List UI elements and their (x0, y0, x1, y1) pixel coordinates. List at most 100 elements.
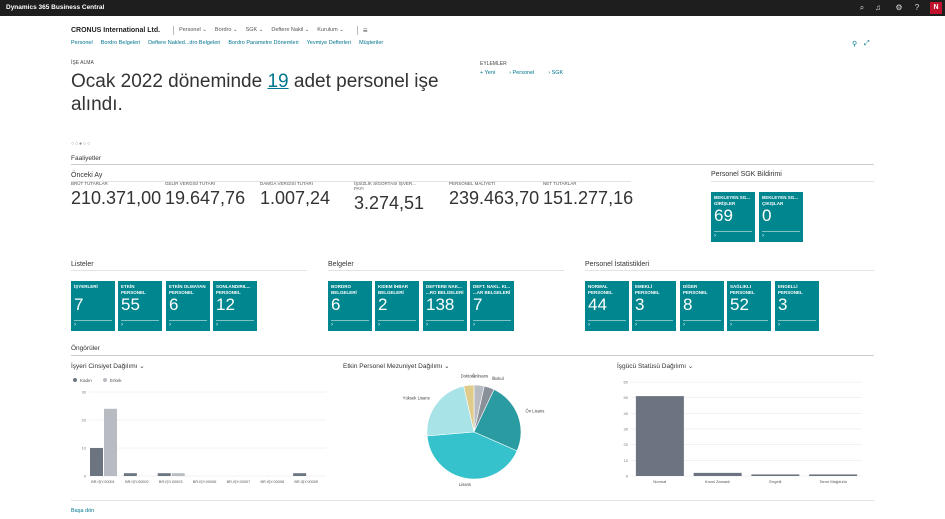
y-tick-label: 0 (626, 474, 629, 479)
chart-title-cinsiyet[interactable]: İşyeri Cinsiyet Dağılımı ⌄ (71, 363, 145, 370)
cue-issizlik[interactable]: İŞSİZLİK SİGORTASI İŞVER... PAYI 3.274,51 (354, 181, 425, 213)
tile-diger-personel[interactable]: DİĞER PERSONEL 8 › (680, 281, 724, 331)
bar (171, 473, 185, 476)
bar (809, 474, 858, 476)
action-personel[interactable]: › Personel (509, 70, 535, 76)
nav-item-sgk[interactable]: SGK ⌄ (245, 27, 264, 33)
cue-damga-vergisi[interactable]: DAMGA VERGİSİ TUTARI 1.007,24 (260, 181, 331, 208)
chart-mezuniyet: Önlisans İlkokul Ön Lisans Lisans Yüksek Lis… (403, 373, 545, 487)
pie-label: Lisans (459, 482, 471, 487)
pie-label: Önlisans (472, 373, 488, 378)
pie-label: İlkokul (492, 376, 504, 381)
cue-gelir-vergisi[interactable]: GELİR VERGİSİ TUTARI 19.647,76 (165, 181, 246, 208)
chevron-right-icon: › (762, 233, 764, 239)
chart-title-isgucu[interactable]: İşgücü Statüsü Dağılımı ⌄ (617, 363, 694, 370)
link-bordro-belgeleri[interactable]: Bordro Belgeleri (100, 40, 141, 46)
tile-deft-nakl-kidem[interactable]: DEFT. NAKL. KI... ...AR BELGELERİ 7 › (470, 281, 514, 331)
tile-isyerleri[interactable]: İŞYERLERİ 7 › (71, 281, 115, 331)
chevron-right-icon: › (216, 322, 218, 328)
tile-etkin-olmayan[interactable]: ETKİN OLMAYAN PERSONEL 6 › (166, 281, 210, 331)
x-tick-label: BR.İŞY.00009 (294, 479, 318, 484)
cue-personel-maliyeti[interactable]: PERSONEL MALİYETİ 239.463,70 (449, 181, 540, 208)
tile-sonlandirilan[interactable]: SONLANDIRIL... PERSONEL 12 › (213, 281, 257, 331)
section-ongoruler[interactable]: Öngörüler (71, 345, 100, 352)
cue-net-tutarlar[interactable]: NET TUTARLAR 151.277,16 (543, 181, 634, 208)
listeler-title: Listeler (71, 261, 94, 268)
tile-emekli-personel[interactable]: EMEKLİ PERSONEL 3 › (632, 281, 676, 331)
action-sgk[interactable]: › SGK (548, 70, 564, 76)
bar (751, 474, 800, 476)
help-icon[interactable]: ? (914, 3, 920, 12)
pie-slice (426, 431, 518, 480)
bar (293, 473, 307, 476)
bookmark-icon[interactable]: ⚲ (852, 41, 858, 48)
link-yevmiye[interactable]: Yevmiye Defterleri (306, 40, 352, 46)
legend-label: Kadın (80, 378, 92, 383)
hamburger-icon[interactable]: ≡ (362, 25, 368, 35)
tile-engelli-personel[interactable]: ENGELLİ PERSONEL 3 › (775, 281, 819, 331)
bar (635, 396, 684, 476)
link-musteriler[interactable]: Müşteriler (359, 40, 384, 46)
y-tick-label: 20 (624, 442, 629, 447)
divider (71, 164, 874, 165)
chevron-right-icon: › (331, 322, 333, 328)
chevron-right-icon: › (473, 322, 475, 328)
tile-normal-personel[interactable]: NORMAL PERSONEL 44 › (585, 281, 629, 331)
tile-kidem-ihbar[interactable]: KIDEM İHBAR BELGELERİ 2 › (375, 281, 419, 331)
nav-item-deftere-nakil[interactable]: Deftere Nakil ⌄ (271, 27, 310, 33)
bar (90, 448, 103, 476)
back-to-top-link[interactable]: Başa dön (71, 508, 95, 514)
bar (123, 473, 137, 476)
y-tick-label: 10 (624, 458, 629, 463)
tile-sgk-cikislar[interactable]: BEKLEYEN SG... ÇIKIŞLAR 0 › (759, 192, 803, 242)
actions: + Yeni › Personel › SGK (480, 70, 577, 76)
cue-brut[interactable]: BRÜT TUTARLAR 210.371,00 (71, 181, 162, 208)
belgeler-title: Belgeler (328, 261, 354, 268)
nav-item-bordro[interactable]: Bordro ⌄ (214, 27, 238, 33)
chart-isgucu: 0 10 20 30 40 50 60 Normal Kısmi Zamanlı Engelli T… (624, 380, 862, 484)
expand-icon[interactable]: ⤢ (864, 40, 870, 47)
link-personel[interactable]: Personel (71, 40, 93, 46)
x-tick-label: BR.İŞY.00002 (125, 479, 149, 484)
x-tick-label: BR.İŞY.00006 (193, 479, 217, 484)
nav-item-kurulum[interactable]: Kurulum ⌄ (317, 27, 344, 33)
chevron-right-icon: › (683, 322, 685, 328)
chart-title-mezuniyet[interactable]: Etkin Personel Mezuniyet Dağılımı ⌄ (343, 363, 450, 370)
bar (104, 408, 117, 476)
nav-item-personel[interactable]: Personel ⌄ (179, 27, 207, 33)
y-tick-label: 0 (84, 474, 87, 479)
search-icon[interactable]: ⌕ (859, 3, 865, 12)
link-bordro-parametre[interactable]: Bordro Parametre Dönemleri (228, 40, 299, 46)
chart-cinsiyet: Kadın Erkek 0 10 20 30 BR.İŞY.00001 BR.İŞY.0000… (73, 378, 326, 484)
company-name[interactable]: CRONUS International Ltd. (71, 26, 161, 34)
x-tick-label: BR.İŞY.00007 (227, 479, 251, 484)
link-deftere-nakledilen[interactable]: Deftere Nakled...dro Belgeleri (148, 40, 221, 46)
divider (173, 25, 175, 35)
chevron-right-icon: › (169, 322, 171, 328)
headline-number[interactable]: 19 (267, 71, 289, 92)
gear-icon[interactable]: ⚙ (895, 3, 903, 12)
tile-sgk-girisler[interactable]: BEKLEYEN SG... GİRİŞLER 69 › (711, 192, 755, 242)
quick-links: Personel Bordro Belgeleri Deftere Nakled… (71, 40, 391, 46)
chevron-right-icon: › (121, 322, 123, 328)
actions-caption: EYLEMLER (480, 61, 507, 67)
prev-month-title: Önceki Ay (71, 172, 103, 179)
avatar[interactable]: N (930, 2, 942, 14)
divider (71, 181, 631, 182)
sgk-title: Personel SGK Bildirimi (711, 171, 782, 178)
bell-icon[interactable]: ♫ (875, 3, 881, 12)
tile-etkin-personel[interactable]: ETKİN PERSONEL 55 › (118, 281, 162, 331)
chevron-right-icon: › (635, 322, 637, 328)
chevron-right-icon: › (778, 322, 780, 328)
carousel-dots[interactable]: ○○●○○ (71, 141, 92, 147)
pie-label: Ön Lisans (526, 409, 545, 414)
tile-deftere-nakil-bordro[interactable]: DEFTERE NAK... ...RO BELGELERİ 138 › (423, 281, 467, 331)
pie-slice (463, 384, 475, 433)
y-tick-label: 30 (624, 427, 629, 432)
divider (71, 355, 874, 356)
legend-label: Erkek (110, 378, 122, 383)
tile-bordro-belgeleri[interactable]: BORDRO BELGELERİ 6 › (328, 281, 372, 331)
action-new[interactable]: + Yeni (480, 70, 496, 76)
tile-saglikli-personel[interactable]: SAĞLIKLI PERSONEL 52 › (727, 281, 771, 331)
section-faaliyetler[interactable]: Faaliyetler (71, 155, 101, 162)
